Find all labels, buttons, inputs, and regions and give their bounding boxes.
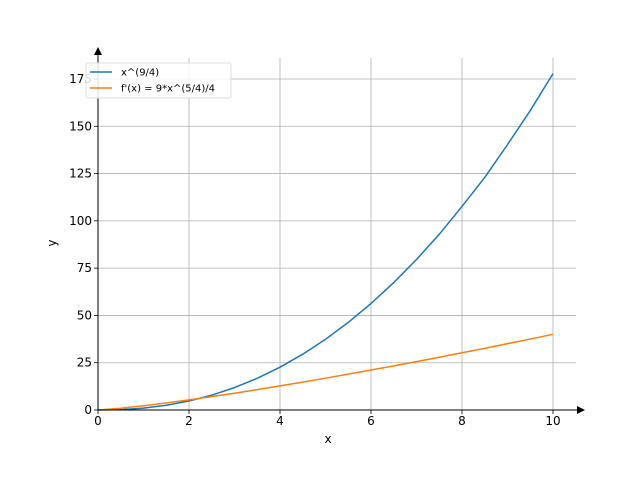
y-tick-label: 150	[69, 119, 92, 133]
x-tick-label: 6	[367, 414, 375, 428]
x-tick-label: 4	[276, 414, 284, 428]
axes	[94, 47, 585, 414]
series-line-0	[97, 73, 554, 411]
y-tick-label: 25	[77, 356, 92, 370]
x-axis-label: x	[324, 432, 331, 446]
series-line-1	[97, 333, 554, 411]
y-axis-label: y	[45, 239, 59, 246]
y-tick-label: 125	[69, 167, 92, 181]
legend: x^(9/4) f'(x) = 9*x^(5/4)/4	[85, 62, 232, 99]
x-tick-label: 10	[545, 414, 560, 428]
y-tick-label: 100	[69, 214, 92, 228]
y-tick-label: 75	[77, 261, 92, 275]
y-tick-label: 50	[77, 308, 92, 322]
y-axis-arrow-icon	[94, 47, 102, 55]
series-lines	[97, 73, 554, 411]
grid-lines	[98, 58, 576, 410]
x-tick-label: 8	[458, 414, 466, 428]
legend-box	[85, 62, 232, 99]
y-tick-label: 0	[84, 403, 92, 417]
x-tick-label: 2	[185, 414, 193, 428]
legend-label-1: f'(x) = 9*x^(5/4)/4	[121, 84, 215, 95]
x-tick-label: 0	[94, 414, 102, 428]
legend-label-0: x^(9/4)	[121, 68, 159, 79]
x-axis-arrow-icon	[577, 406, 585, 414]
